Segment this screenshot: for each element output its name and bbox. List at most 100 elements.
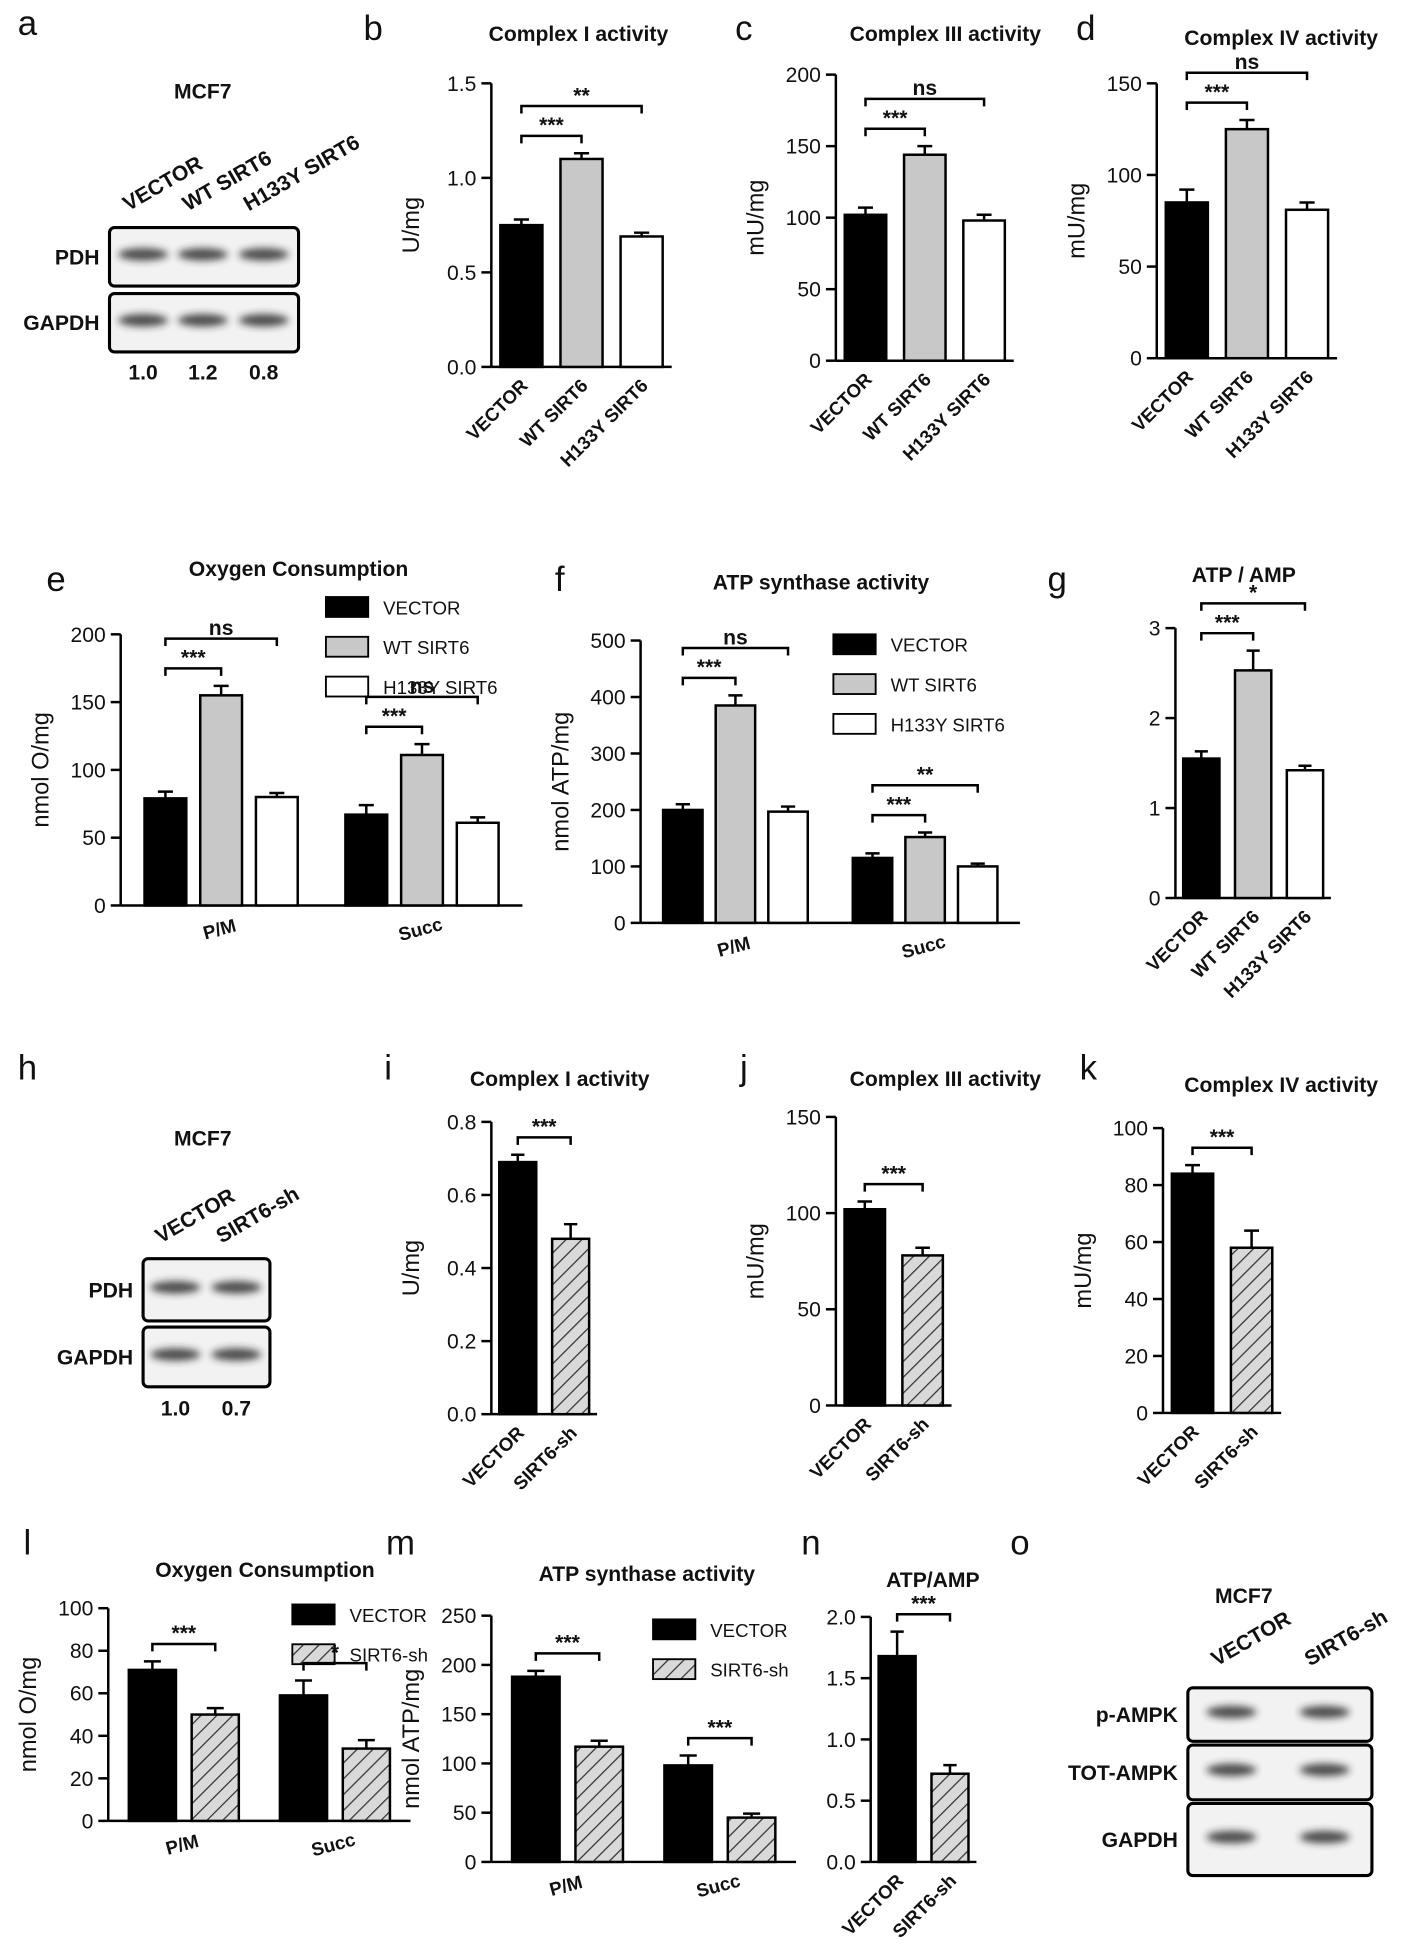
legend-swatch	[291, 1643, 336, 1666]
significance-bracket	[1185, 101, 1249, 111]
y-tick-label: 100	[71, 759, 106, 782]
y-tick-label: 100	[590, 856, 625, 879]
y-tick-label: 60	[70, 1683, 94, 1706]
significance-bracket	[302, 1661, 368, 1671]
bar	[714, 704, 757, 925]
y-tick-label: 0.5	[826, 1790, 855, 1813]
bar	[962, 219, 1007, 362]
bar	[843, 213, 888, 362]
bar	[278, 1694, 329, 1823]
error-bar	[915, 1246, 930, 1256]
y-tick-label: 1	[1149, 798, 1161, 821]
significance-bracket	[365, 695, 479, 705]
significance-label: ns	[209, 617, 234, 640]
legend-label: VECTOR	[891, 635, 968, 656]
bar	[344, 813, 389, 907]
bar	[399, 753, 445, 907]
lane-label: SIRT6-sh	[1301, 1605, 1392, 1671]
error-bar	[780, 805, 796, 812]
row-label: GAPDH	[23, 312, 99, 335]
chart-title: Complex III activity	[850, 23, 1042, 46]
y-tick-label: 40	[70, 1725, 94, 1748]
y-tick-label: 40	[1125, 1288, 1149, 1311]
bar	[901, 1254, 945, 1407]
x-tick-label: SIRT6-sh	[861, 1413, 933, 1485]
x-tick-label: P/M	[715, 932, 752, 961]
y-axis-label: U/mg	[399, 197, 425, 253]
error-bar	[858, 206, 873, 215]
y-tick-label: 0	[82, 1810, 94, 1833]
error-bar	[527, 1669, 545, 1677]
error-bar	[1246, 649, 1260, 671]
y-tick-label: 0	[94, 895, 106, 918]
legend-label: WT SIRT6	[383, 637, 469, 658]
error-bar	[634, 231, 650, 237]
significance-bracket	[164, 667, 223, 676]
significance-label: *	[1249, 582, 1258, 605]
y-tick-label: 150	[1107, 73, 1142, 96]
legend-label: SIRT6-sh	[710, 1660, 788, 1681]
legend-swatch	[832, 712, 877, 735]
legend-label: H133Y SIRT6	[383, 677, 497, 698]
significance-label: ***	[539, 114, 564, 137]
error-bar	[573, 152, 590, 159]
band	[1299, 1830, 1350, 1844]
significance-bracket	[1191, 1146, 1253, 1156]
significance-bracket	[871, 784, 979, 793]
y-tick-label: 100	[786, 1203, 821, 1226]
y-tick-label: 0.0	[447, 1404, 476, 1427]
panel-letter: o	[1010, 1524, 1029, 1563]
error-bar	[206, 1706, 224, 1715]
band	[211, 1348, 262, 1361]
significance-label: *	[331, 1641, 340, 1664]
y-axis-label: nmol O/mg	[29, 712, 55, 828]
row-label: GAPDH	[1102, 1829, 1178, 1852]
y-tick-label: 50	[797, 1299, 821, 1322]
panel-letter: l	[24, 1524, 32, 1563]
y-tick-label: 1.0	[826, 1729, 855, 1752]
error-bar	[563, 1222, 578, 1239]
bar	[455, 821, 500, 907]
legend-swatch	[652, 1618, 697, 1641]
y-tick-label: 200	[590, 799, 625, 822]
bar	[851, 856, 894, 925]
bar	[254, 795, 299, 907]
error-bar	[1298, 764, 1312, 771]
panel-letter: e	[46, 560, 65, 599]
panel-letter: b	[363, 9, 382, 48]
significance-bracket	[151, 1642, 217, 1652]
panel-letter: k	[1080, 1049, 1098, 1088]
y-tick-label: 250	[441, 1605, 476, 1628]
error-bar	[679, 1754, 697, 1766]
y-tick-label: 0.0	[447, 356, 476, 379]
y-tick-label: 300	[590, 743, 625, 766]
bar	[1170, 1172, 1215, 1415]
significance-bracket	[1200, 631, 1255, 641]
y-tick-label: 150	[786, 1106, 821, 1129]
y-tick-label: 100	[1107, 164, 1142, 187]
bar	[190, 1713, 241, 1823]
significance-label: **	[917, 764, 934, 787]
y-tick-label: 50	[1118, 256, 1142, 279]
y-tick-label: 200	[441, 1654, 476, 1677]
legend-swatch	[324, 675, 370, 698]
panel-letter: j	[739, 1049, 748, 1088]
y-tick-label: 0	[809, 350, 821, 373]
bar	[904, 835, 947, 925]
x-tick-label: P/M	[163, 1830, 200, 1859]
y-axis-label: nmol ATP/mg	[399, 1669, 425, 1809]
legend-label: VECTOR	[383, 597, 460, 618]
panel-letter: m	[386, 1524, 415, 1563]
y-tick-label: 0.6	[447, 1184, 476, 1207]
row-label: PDH	[89, 1279, 134, 1302]
y-tick-label: 1.0	[447, 167, 476, 190]
chart-title: Complex I activity	[489, 23, 669, 46]
chart-title: Complex I activity	[470, 1068, 650, 1091]
y-tick-label: 500	[590, 630, 625, 653]
y-tick-label: 100	[441, 1753, 476, 1776]
error-bar	[295, 1679, 312, 1696]
significance-bracket	[863, 1182, 924, 1192]
error-bar	[918, 831, 933, 838]
error-bar	[865, 852, 880, 858]
legend-swatch	[652, 1658, 697, 1681]
